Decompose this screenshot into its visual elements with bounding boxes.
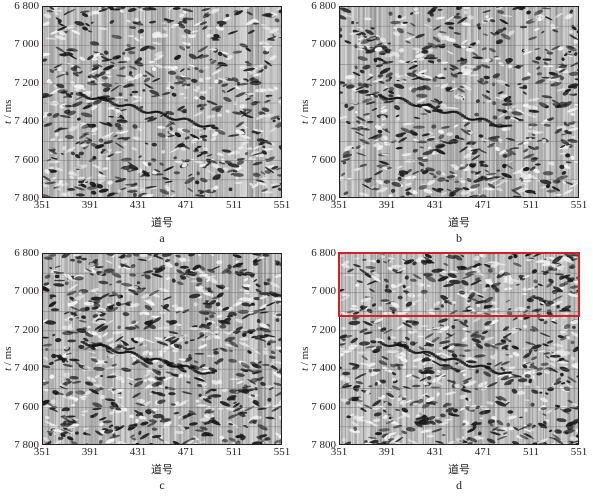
y-tick-label: 7 000 — [311, 285, 336, 298]
y-axis-variable: t — [2, 367, 14, 371]
seismic-image — [42, 6, 282, 198]
seismic-image — [339, 6, 579, 198]
x-axis-label: 道号 — [151, 217, 173, 229]
seismic-image — [42, 253, 282, 445]
grid-lines — [43, 7, 281, 197]
y-tick-label: 7 200 — [311, 76, 336, 89]
x-axis-label: 道号 — [448, 217, 470, 229]
seismic-traces — [340, 254, 578, 444]
y-tick-label: 7 400 — [311, 362, 336, 375]
x-tick-label: 391 — [378, 446, 396, 458]
grid-lines — [43, 254, 281, 444]
y-tick-label: 7 400 — [14, 115, 39, 128]
panel-c: 6 800 7 000 7 200 7 400 7 600 7 800 t / ms 351 3… — [0, 247, 296, 495]
y-tick-label: 7 800 — [311, 192, 336, 204]
x-tick-label: 551 — [570, 446, 588, 458]
y-axis-label: t / ms — [2, 347, 14, 371]
panel-label: b — [456, 231, 462, 245]
x-tick-label: 351 — [330, 446, 348, 458]
x-tick-label: 431 — [129, 446, 147, 458]
y-tick-label: 7 600 — [311, 153, 336, 166]
y-tick-label: 7 400 — [311, 115, 336, 128]
seismic-traces — [43, 7, 281, 197]
y-axis-unit: / ms — [299, 346, 311, 368]
x-tick-label: 471 — [474, 446, 492, 458]
highlight-box — [338, 252, 580, 318]
y-axis-unit: / ms — [2, 99, 14, 121]
x-tick-label: 431 — [426, 446, 444, 458]
panel-label: c — [159, 478, 165, 492]
y-tick-label: 7 600 — [14, 153, 39, 166]
x-tick-label: 471 — [177, 199, 195, 211]
seismic-traces — [43, 254, 281, 444]
x-tick-label: 351 — [33, 446, 51, 458]
x-tick-label: 551 — [273, 199, 291, 211]
seismic-section — [339, 6, 579, 198]
panel-d: 6 800 7 000 7 200 7 400 7 600 7 800 t / ms 351 3… — [297, 247, 593, 495]
x-tick-label: 471 — [474, 199, 492, 211]
y-tick-label: 6 800 — [311, 0, 336, 12]
x-tick-label: 511 — [225, 199, 243, 211]
grid-lines — [340, 254, 578, 444]
x-tick-label: 471 — [177, 446, 195, 458]
y-tick-label: 7 200 — [14, 76, 39, 89]
y-axis-variable: t — [2, 120, 14, 124]
y-axis-variable: t — [299, 120, 311, 124]
x-tick-label: 431 — [426, 199, 444, 211]
x-tick-label: 431 — [129, 199, 147, 211]
seismic-section — [338, 252, 580, 445]
x-tick-label: 551 — [570, 199, 588, 211]
y-tick-label: 7 000 — [14, 285, 39, 298]
x-tick-label: 351 — [33, 199, 51, 211]
y-tick-label: 7 400 — [14, 362, 39, 375]
y-axis-variable: t — [299, 367, 311, 371]
y-tick-label: 7 800 — [311, 439, 336, 451]
panel-label: d — [456, 478, 462, 492]
seismic-image — [339, 253, 579, 445]
grid-lines — [340, 7, 578, 197]
x-tick-label: 551 — [273, 446, 291, 458]
seismic-section — [42, 6, 282, 198]
y-tick-label: 6 800 — [14, 0, 39, 12]
y-tick-label: 7 800 — [14, 192, 39, 204]
y-axis-label: t / ms — [299, 347, 311, 371]
x-tick-label: 391 — [81, 446, 99, 458]
x-tick-label: 391 — [81, 199, 99, 211]
y-tick-label: 7 600 — [14, 400, 39, 413]
panel-b: 6 800 7 000 7 200 7 400 7 600 7 800 t / ms 351 3… — [297, 0, 593, 248]
y-tick-label: 6 800 — [311, 247, 336, 259]
x-tick-label: 391 — [378, 199, 396, 211]
y-tick-label: 7 800 — [14, 439, 39, 451]
y-tick-label: 7 000 — [14, 38, 39, 51]
y-tick-label: 6 800 — [14, 247, 39, 259]
panel-a: 6 800 7 000 7 200 7 400 7 600 7 800 t / ms 351 3… — [0, 0, 296, 248]
y-tick-label: 7 600 — [311, 400, 336, 413]
panel-label: a — [159, 231, 165, 245]
x-tick-label: 511 — [225, 446, 243, 458]
y-tick-label: 7 200 — [311, 323, 336, 336]
y-axis-label: t / ms — [299, 100, 311, 124]
seismic-section — [42, 253, 282, 445]
seismic-traces — [340, 7, 578, 197]
x-axis-label: 道号 — [448, 464, 470, 476]
y-axis-label: t / ms — [2, 100, 14, 124]
y-tick-label: 7 000 — [311, 38, 336, 51]
x-tick-label: 511 — [522, 446, 540, 458]
x-axis-label: 道号 — [151, 464, 173, 476]
x-tick-label: 511 — [522, 199, 540, 211]
y-axis-unit: / ms — [299, 99, 311, 121]
x-tick-label: 351 — [330, 199, 348, 211]
y-axis-unit: / ms — [2, 346, 14, 368]
y-tick-label: 7 200 — [14, 323, 39, 336]
